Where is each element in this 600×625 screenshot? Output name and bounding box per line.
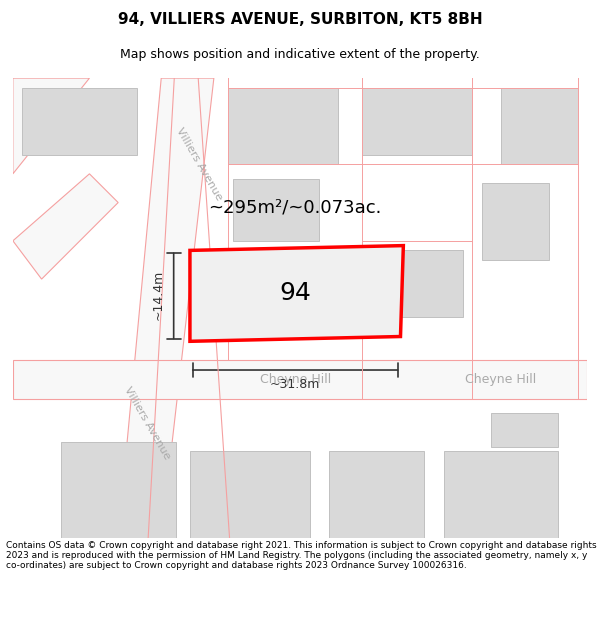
Text: Cheyne Hill: Cheyne Hill xyxy=(260,373,331,386)
Polygon shape xyxy=(233,179,319,241)
Text: Map shows position and indicative extent of the property.: Map shows position and indicative extent… xyxy=(120,48,480,61)
Polygon shape xyxy=(61,442,176,538)
Polygon shape xyxy=(13,174,118,279)
Polygon shape xyxy=(13,361,587,399)
Polygon shape xyxy=(396,251,463,318)
Text: Villiers Avenue: Villiers Avenue xyxy=(122,384,172,461)
Text: 94, VILLIERS AVENUE, SURBITON, KT5 8BH: 94, VILLIERS AVENUE, SURBITON, KT5 8BH xyxy=(118,12,482,27)
Polygon shape xyxy=(329,451,424,538)
Text: Contains OS data © Crown copyright and database right 2021. This information is : Contains OS data © Crown copyright and d… xyxy=(6,541,596,571)
Polygon shape xyxy=(491,413,559,447)
Polygon shape xyxy=(22,88,137,154)
Polygon shape xyxy=(13,78,89,174)
Polygon shape xyxy=(118,78,214,538)
Polygon shape xyxy=(190,246,403,341)
Text: ~14.4m: ~14.4m xyxy=(152,270,165,321)
Text: Cheyne Hill: Cheyne Hill xyxy=(466,373,536,386)
Polygon shape xyxy=(482,183,549,260)
Polygon shape xyxy=(443,451,559,538)
Polygon shape xyxy=(228,88,338,164)
Polygon shape xyxy=(501,88,578,164)
Text: ~31.8m: ~31.8m xyxy=(270,378,320,391)
Text: ~295m²/~0.073ac.: ~295m²/~0.073ac. xyxy=(209,198,382,216)
Text: 94: 94 xyxy=(279,281,311,306)
Polygon shape xyxy=(190,451,310,538)
Text: Villiers Avenue: Villiers Avenue xyxy=(175,126,224,202)
Polygon shape xyxy=(362,88,472,154)
